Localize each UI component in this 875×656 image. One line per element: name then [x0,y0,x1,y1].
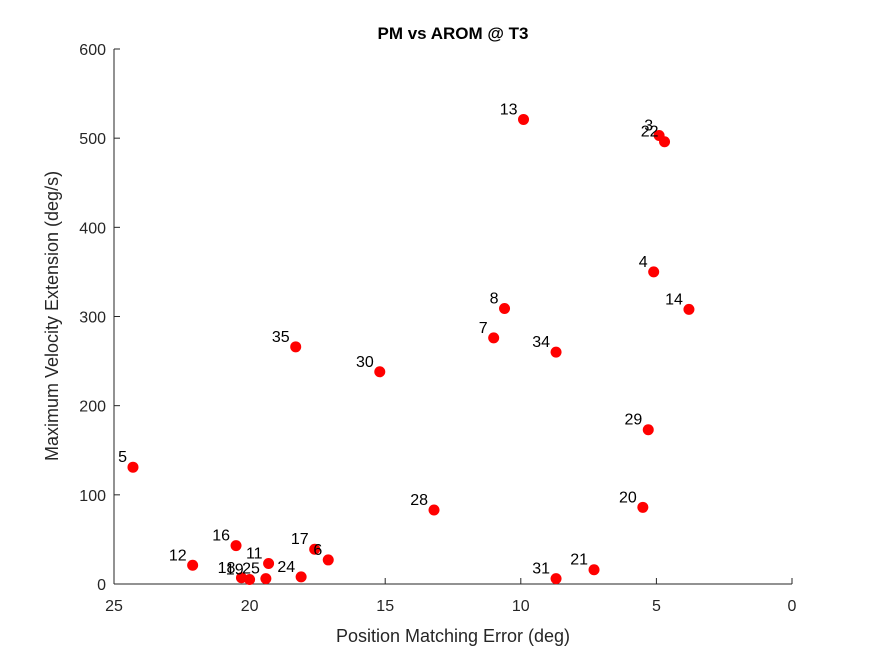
point-label: 17 [291,531,309,548]
data-point [127,461,139,473]
point-label: 6 [313,542,322,559]
point-label: 11 [246,545,263,562]
data-point [588,564,600,576]
point-label: 7 [479,320,488,337]
data-point [637,501,649,513]
y-axis-ticks: 0 100 200 300 400 500 600 [79,42,120,594]
point-label: 31 [532,561,550,578]
point-label: 5 [118,449,127,466]
y-axis-label: Maximum Velocity Extension (deg/s) [42,171,62,461]
data-point [244,574,256,586]
data-point [550,346,562,358]
point-label: 16 [212,528,230,545]
data-point [518,113,530,125]
data-point-labels: 13 322 4 14 87 34 35 30 29 5 20 28 16 176 11 12 21 181925… [118,101,683,578]
x-axis-label: Position Matching Error (deg) [336,626,570,646]
point-label: 13 [500,101,518,118]
x-tick-label: 5 [652,598,661,615]
data-point [499,302,511,314]
data-point [230,540,242,552]
data-point [263,557,275,569]
y-tick-label: 0 [97,577,106,594]
point-label: 3 [644,117,653,134]
y-tick-label: 500 [79,131,106,148]
data-point [550,573,562,585]
y-tick-label: 600 [79,42,106,59]
point-label: 34 [532,334,550,351]
point-label: 8 [490,290,499,307]
y-tick-label: 400 [79,220,106,237]
data-point [642,424,654,436]
x-tick-label: 10 [512,598,530,615]
point-label: 19 [226,562,244,579]
point-label: 20 [619,489,637,506]
data-point [683,303,695,315]
x-tick-label: 20 [241,598,259,615]
point-label: 24 [277,559,295,576]
data-point [659,136,671,148]
data-point [428,504,440,516]
point-label: 28 [410,492,428,509]
point-label: 14 [665,291,683,308]
data-point [260,573,272,585]
point-label: 4 [639,254,648,271]
point-label: 25 [242,561,260,578]
data-point [374,366,386,378]
point-label: 35 [272,329,290,346]
data-point [295,571,307,583]
data-point [290,341,302,353]
y-tick-label: 100 [79,488,106,505]
data-point [322,554,334,566]
data-point [648,266,660,278]
point-label: 22 [641,124,659,141]
y-tick-label: 300 [79,310,106,327]
x-tick-label: 15 [376,598,394,615]
data-point [309,543,321,555]
point-label: 18 [218,560,236,577]
x-tick-label: 0 [788,598,797,615]
data-point [187,559,199,571]
point-label: 21 [570,552,588,569]
y-tick-label: 200 [79,399,106,416]
data-points [127,113,695,586]
point-label: 30 [356,354,374,371]
data-point [488,332,500,344]
point-label: 29 [624,412,642,429]
chart-title: PM vs AROM @ T3 [377,24,528,43]
x-tick-label: 25 [105,598,123,615]
point-label: 12 [169,547,187,564]
